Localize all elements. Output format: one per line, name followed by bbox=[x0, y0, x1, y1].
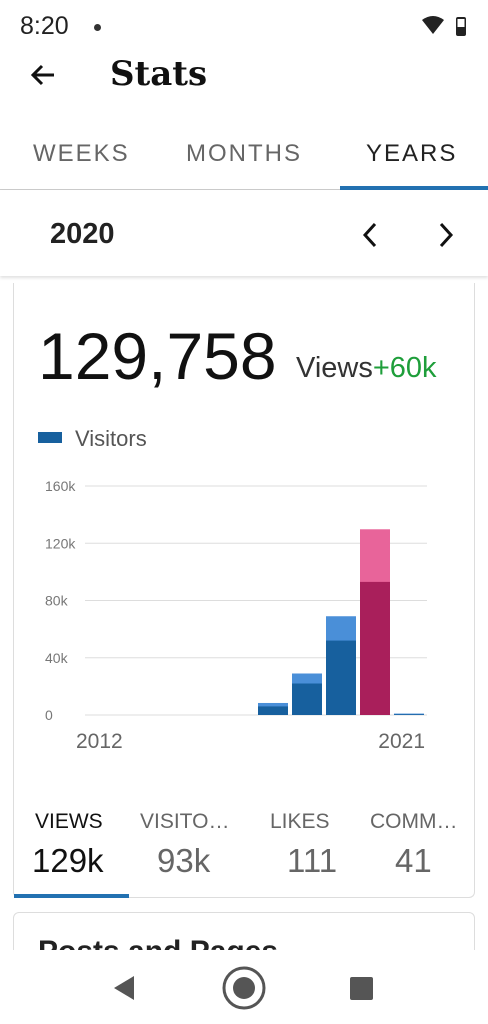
summary-unit: Views+60k bbox=[296, 352, 453, 385]
nav-bar bbox=[0, 950, 488, 1024]
stats-tab-label[interactable]: LIKES bbox=[270, 810, 330, 833]
toolbar-title: Stats bbox=[110, 54, 208, 94]
status-icons bbox=[422, 16, 466, 36]
stats-tab-label[interactable]: VIEWS bbox=[35, 810, 103, 833]
y-tick-label: 80k bbox=[45, 593, 69, 609]
x-tick-label: 2012 bbox=[76, 730, 123, 753]
status-time: 8:20 bbox=[20, 12, 69, 40]
stats-tab-label[interactable]: VISITO… bbox=[140, 810, 230, 833]
stats-tab-indicator bbox=[14, 894, 129, 898]
nav-icons[interactable] bbox=[0, 950, 488, 1024]
y-tick-label: 120k bbox=[45, 535, 76, 551]
summary-change: +60k bbox=[372, 352, 437, 384]
tab-divider bbox=[0, 189, 488, 190]
x-tick-label: 2021 bbox=[378, 730, 425, 753]
summary-unit-text: Views bbox=[296, 352, 373, 384]
stats-tab-value[interactable]: 111 bbox=[287, 842, 338, 879]
bar bbox=[394, 713, 424, 715]
tab[interactable]: YEARS bbox=[366, 140, 458, 167]
chart: 0 40k 80k 120k 160k 2012 2021 bbox=[45, 478, 427, 753]
legend-swatch bbox=[38, 432, 62, 443]
bar bbox=[394, 714, 424, 715]
stats-tab-label[interactable]: COMM… bbox=[370, 810, 458, 833]
stats-tab-value[interactable]: 93k bbox=[157, 842, 211, 879]
y-tick-label: 0 bbox=[45, 707, 53, 723]
period-label: 2020 bbox=[50, 218, 115, 250]
period-bar bbox=[0, 190, 488, 276]
legend-label: Visitors bbox=[75, 426, 147, 451]
period-nav[interactable] bbox=[358, 220, 458, 250]
back-button[interactable] bbox=[28, 60, 58, 90]
bar bbox=[360, 581, 390, 715]
stats-tab-value[interactable]: 41 bbox=[395, 842, 432, 879]
y-tick-label: 40k bbox=[45, 650, 69, 666]
bar bbox=[326, 640, 356, 715]
status-dot bbox=[94, 24, 101, 31]
bar bbox=[258, 706, 288, 715]
summary-value: 129,758 bbox=[38, 319, 277, 393]
tab-indicator bbox=[340, 186, 488, 190]
tab[interactable]: WEEKS bbox=[33, 140, 130, 167]
tab[interactable]: MONTHS bbox=[186, 140, 302, 167]
stats-card bbox=[13, 283, 475, 898]
stats-tab-value[interactable]: 129k bbox=[32, 842, 104, 879]
y-tick-label: 160k bbox=[45, 478, 76, 494]
bar bbox=[292, 683, 322, 715]
